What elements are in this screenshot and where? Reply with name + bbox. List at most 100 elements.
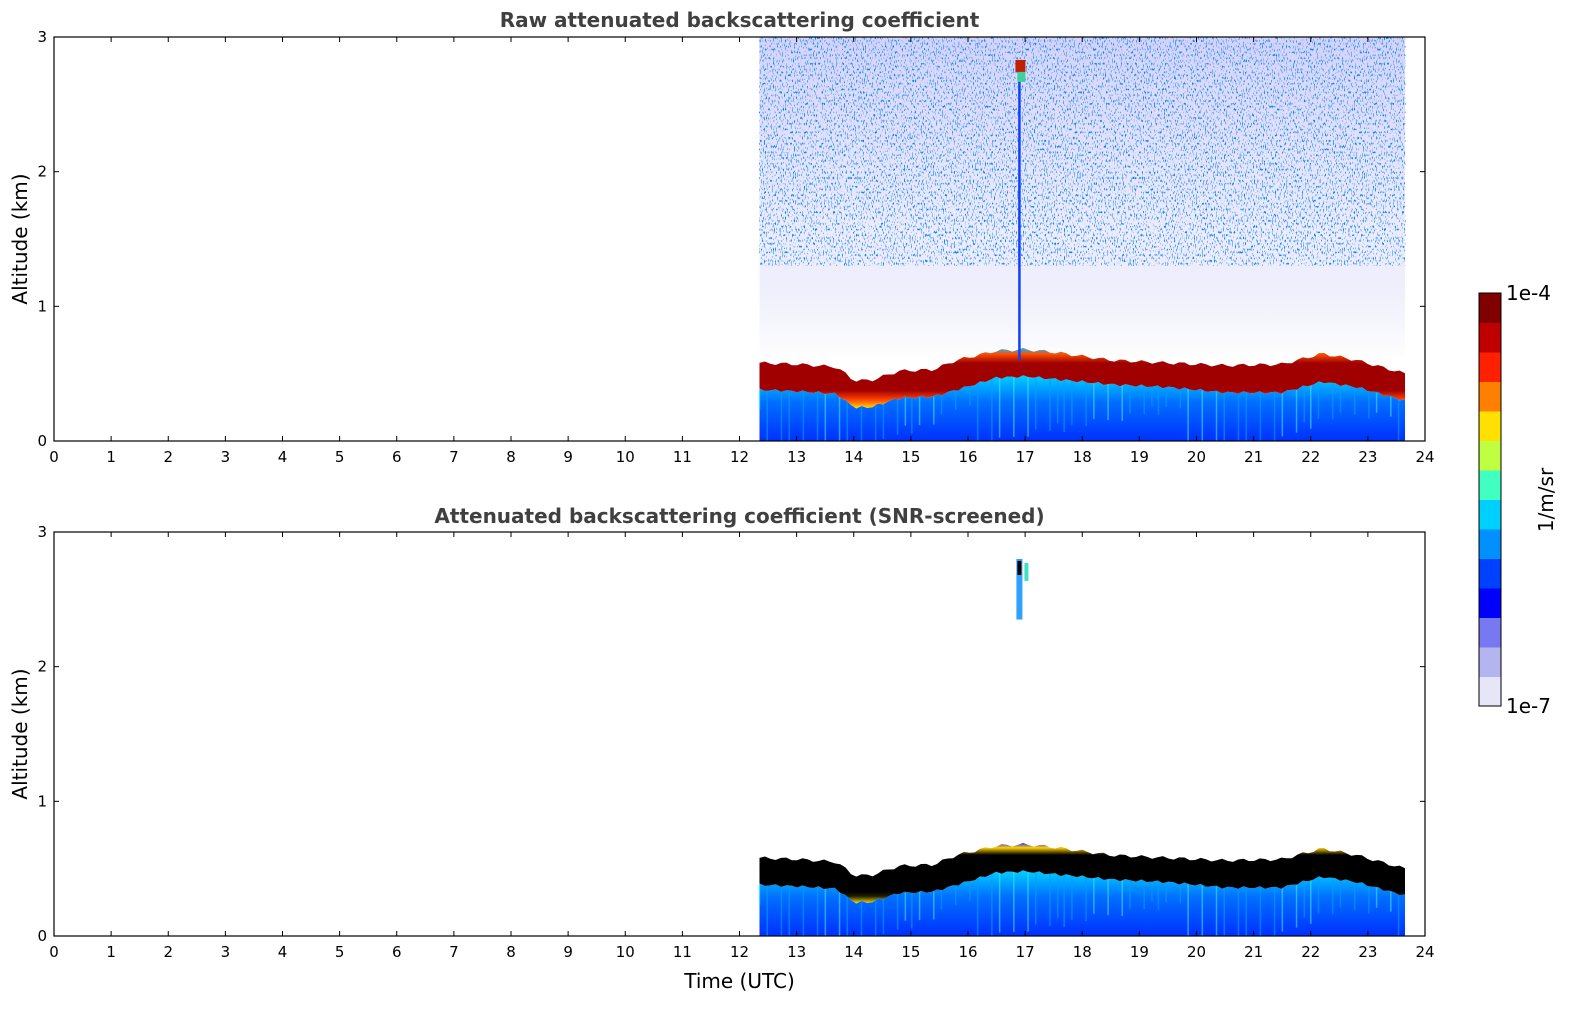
noise-speckle <box>759 37 1406 266</box>
y-axis: 0 1 2 3 <box>37 28 1425 450</box>
colorbar-max-label: 1e-4 <box>1506 281 1551 305</box>
colorbar-swatch <box>1479 381 1501 412</box>
x-tick-label: 1 <box>106 448 116 466</box>
y-tick-label: 3 <box>37 523 47 541</box>
plume-core <box>1017 560 1022 575</box>
x-tick-label: 7 <box>449 448 459 466</box>
colorbar-frame <box>1478 292 1502 707</box>
x-tick-label: 9 <box>563 943 573 961</box>
colorbar-unit-label: 1/m/sr <box>1534 467 1558 532</box>
x-tick-label: 11 <box>673 943 692 961</box>
x-tick-label: 19 <box>1130 448 1149 466</box>
plume-top <box>1015 59 1026 72</box>
x-axis: 0 1 2 3 4 5 6 7 8 9 10 11 12 13 14 15 16 17 18 19 20 21 22 23 24 <box>49 37 1435 466</box>
x-tick-label: 13 <box>787 943 806 961</box>
colorbar-swatch <box>1479 558 1501 589</box>
x-tick-label: 6 <box>392 448 402 466</box>
x-tick-label: 22 <box>1301 448 1320 466</box>
x-tick-label: 4 <box>278 943 288 961</box>
colorbar-swatch <box>1479 293 1501 323</box>
x-tick-label: 4 <box>278 448 288 466</box>
x-tick-label: 17 <box>1016 943 1035 961</box>
x-tick-label: 2 <box>163 448 173 466</box>
x-tick-label: 2 <box>163 943 173 961</box>
x-tick-label: 12 <box>730 448 749 466</box>
x-tick-label: 21 <box>1244 943 1263 961</box>
colorbar-swatch <box>1479 529 1501 559</box>
x-tick-label: 3 <box>221 448 231 466</box>
x-tick-label: 1 <box>106 943 116 961</box>
x-tick-label: 5 <box>335 943 345 961</box>
x-tick-label: 12 <box>730 943 749 961</box>
y-tick-label: 1 <box>37 297 47 315</box>
x-axis-label: Time (UTC) <box>683 969 795 993</box>
chart-title: Attenuated backscattering coefficient (S… <box>434 504 1044 528</box>
x-tick-label: 19 <box>1130 943 1149 961</box>
x-tick-label: 24 <box>1415 943 1434 961</box>
x-tick-label: 0 <box>49 448 59 466</box>
x-tick-label: 23 <box>1358 943 1377 961</box>
x-tick-label: 18 <box>1073 448 1092 466</box>
boundary-layer-region <box>759 870 1406 936</box>
x-tick-label: 7 <box>449 943 459 961</box>
colorbar-scale <box>1479 293 1501 707</box>
x-tick-label: 20 <box>1187 448 1206 466</box>
panel-raw: Raw attenuated backscattering coefficien… <box>8 8 1435 466</box>
x-tick-label: 0 <box>49 943 59 961</box>
colorbar-swatch <box>1479 322 1501 353</box>
y-tick-label: 2 <box>37 163 47 181</box>
y-tick-label: 0 <box>37 432 47 450</box>
y-tick-label: 0 <box>37 927 47 945</box>
y-axis-label: Altitude (km) <box>8 173 32 304</box>
aerosol-layer-band <box>759 842 1405 904</box>
colorbar-swatch <box>1479 617 1501 648</box>
x-tick-label: 23 <box>1358 448 1377 466</box>
x-tick-label: 16 <box>958 448 977 466</box>
heatmap-area <box>758 37 1406 441</box>
boundary-layer-region <box>759 375 1406 441</box>
aerosol-layer-band <box>759 347 1405 409</box>
colorbar-swatch <box>1479 352 1501 382</box>
colorbar-swatch <box>1479 647 1501 677</box>
x-tick-label: 8 <box>506 943 516 961</box>
x-tick-label: 16 <box>958 943 977 961</box>
colorbar: 1e-4 1e-7 1/m/sr <box>1478 281 1558 718</box>
panel-screened: Attenuated backscattering coefficient (S… <box>8 504 1435 993</box>
colorbar-swatch <box>1479 440 1501 471</box>
x-tick-label: 24 <box>1415 448 1434 466</box>
colorbar-swatch <box>1479 676 1501 707</box>
x-tick-label: 14 <box>844 448 863 466</box>
x-tick-label: 21 <box>1244 448 1263 466</box>
colorbar-swatch <box>1479 470 1501 500</box>
chart-title: Raw attenuated backscattering coefficien… <box>500 8 980 32</box>
x-tick-label: 15 <box>901 943 920 961</box>
y-axis: 0 1 2 3 <box>37 523 1425 945</box>
plume-edge <box>1017 71 1026 82</box>
plume-edge <box>1024 562 1029 581</box>
x-axis: 0 1 2 3 4 5 6 7 8 9 10 11 12 13 14 15 16 17 18 19 20 21 22 23 24 <box>49 532 1435 961</box>
y-tick-label: 2 <box>37 658 47 676</box>
x-tick-label: 20 <box>1187 943 1206 961</box>
colorbar-swatch <box>1479 411 1501 441</box>
x-tick-label: 15 <box>901 448 920 466</box>
colorbar-swatch <box>1479 588 1501 618</box>
x-tick-label: 10 <box>616 943 635 961</box>
colorbar-swatch <box>1479 499 1501 530</box>
x-tick-label: 14 <box>844 943 863 961</box>
y-tick-label: 1 <box>37 792 47 810</box>
x-tick-label: 8 <box>506 448 516 466</box>
x-tick-label: 22 <box>1301 943 1320 961</box>
x-tick-label: 17 <box>1016 448 1035 466</box>
colorbar-min-label: 1e-7 <box>1506 694 1551 718</box>
y-axis-label: Altitude (km) <box>8 668 32 799</box>
x-tick-label: 10 <box>616 448 635 466</box>
x-tick-label: 11 <box>673 448 692 466</box>
x-tick-label: 5 <box>335 448 345 466</box>
x-tick-label: 3 <box>221 943 231 961</box>
x-tick-label: 18 <box>1073 943 1092 961</box>
x-tick-label: 9 <box>563 448 573 466</box>
x-tick-label: 6 <box>392 943 402 961</box>
heatmap-area <box>758 558 1406 936</box>
plume-column <box>1016 558 1023 620</box>
